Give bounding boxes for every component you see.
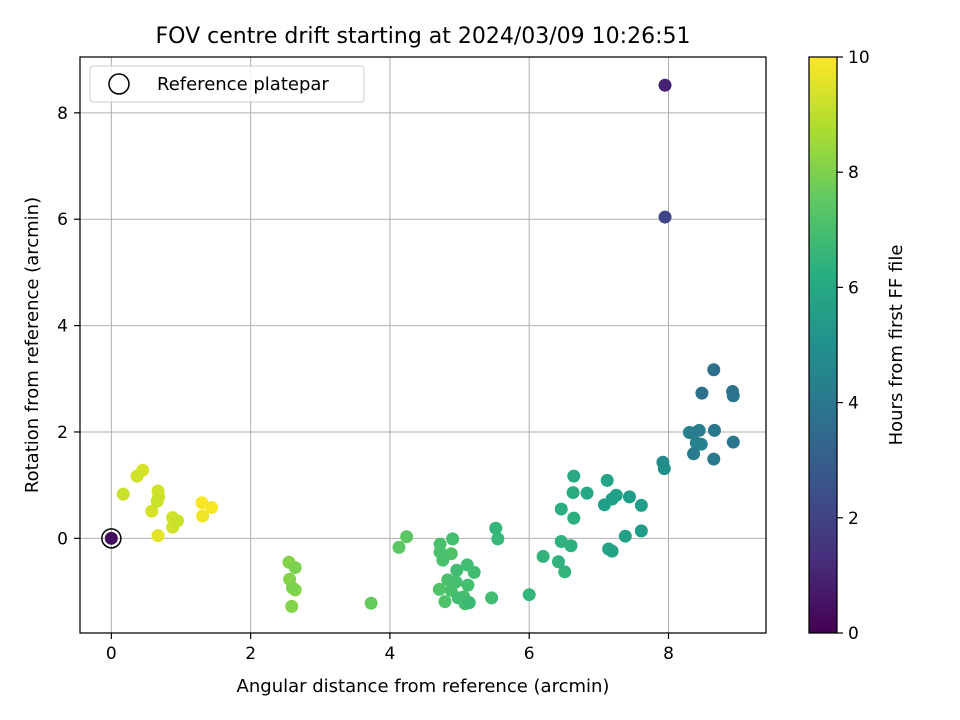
y-tick-label: 6 (57, 210, 68, 230)
chart-title: FOV centre drift starting at 2024/03/09 … (156, 24, 691, 49)
data-point (150, 494, 164, 508)
data-points (101, 78, 740, 613)
y-axis-ticks: 0 2 4 6 8 (57, 104, 80, 549)
data-point (145, 504, 159, 518)
data-point (522, 588, 536, 602)
legend-box (89, 65, 365, 103)
reference-platepar-marker (101, 528, 122, 549)
data-point (392, 540, 406, 554)
data-point (726, 435, 740, 449)
data-point (707, 363, 721, 377)
x-axis-label: Angular distance from reference (arcmin) (237, 676, 610, 697)
colorbar-ticks: 0 2 4 6 8 10 (837, 48, 870, 644)
data-point (551, 555, 565, 569)
colorbar-label: Hours from first FF file (886, 245, 907, 446)
data-point (634, 524, 648, 538)
data-point (196, 509, 210, 523)
data-point (446, 532, 460, 546)
colorbar-tick-label: 4 (848, 394, 859, 414)
y-tick-label: 8 (57, 104, 68, 124)
colorbar-tick-label: 8 (848, 163, 859, 183)
data-point (567, 511, 581, 525)
data-point (605, 544, 619, 558)
colorbar-gradient (808, 56, 838, 634)
x-tick-label: 8 (663, 644, 674, 664)
data-point (491, 532, 505, 546)
data-point (485, 591, 499, 605)
data-point (116, 487, 130, 501)
x-tick-label: 6 (524, 644, 535, 664)
data-point (130, 469, 144, 483)
data-point (600, 473, 614, 487)
x-tick-label: 2 (245, 644, 256, 664)
y-tick-label: 4 (57, 317, 68, 337)
data-point (432, 582, 446, 596)
data-point (450, 563, 464, 577)
colorbar-tick-label: 0 (848, 624, 859, 644)
data-point (436, 553, 450, 567)
data-point (695, 386, 709, 400)
data-point (726, 385, 740, 399)
x-tick-label: 0 (106, 644, 117, 664)
legend: Reference platepar (89, 65, 365, 103)
colorbar-tick-label: 10 (848, 48, 870, 68)
data-point (195, 496, 209, 510)
data-point (658, 78, 672, 92)
data-point (536, 549, 550, 563)
data-point (285, 599, 299, 613)
colorbar-tick-label: 2 (848, 509, 859, 529)
data-point (400, 530, 414, 544)
data-point (656, 455, 670, 469)
data-point (285, 581, 299, 595)
data-point (580, 486, 594, 500)
data-point (689, 436, 703, 450)
data-point (554, 535, 568, 549)
x-tick-label: 4 (385, 644, 396, 664)
data-point (438, 595, 452, 609)
data-point (467, 565, 481, 579)
data-point (461, 578, 475, 592)
x-axis-ticks: 0 2 4 6 8 (106, 633, 674, 664)
data-point (634, 498, 648, 512)
data-point (171, 514, 185, 528)
y-tick-label: 2 (57, 423, 68, 443)
data-point (618, 529, 632, 543)
plot-frame (79, 56, 767, 634)
legend-marker-open-circle-icon (108, 73, 130, 95)
data-point (364, 596, 378, 610)
data-point (489, 521, 503, 535)
data-point (451, 591, 465, 605)
data-point (205, 500, 219, 514)
data-point (462, 596, 476, 610)
colorbar: 0 2 4 6 8 10 Hours from first FF file (808, 48, 907, 644)
colorbar-tick-label: 6 (848, 278, 859, 298)
data-point (707, 423, 721, 437)
data-point (622, 490, 636, 504)
data-point (566, 486, 580, 500)
data-point (658, 210, 672, 224)
data-point (151, 529, 165, 543)
gridlines (80, 57, 766, 633)
data-point (449, 575, 463, 589)
data-point (554, 502, 568, 516)
data-point (564, 539, 578, 553)
y-tick-label: 0 (57, 529, 68, 549)
y-axis-label: Rotation from reference (arcmin) (22, 197, 43, 493)
data-point (597, 498, 611, 512)
data-point (687, 447, 701, 461)
data-point (288, 561, 302, 575)
data-point (558, 565, 572, 579)
data-point (104, 531, 118, 545)
data-point (567, 469, 581, 483)
data-point (692, 423, 706, 437)
legend-label: Reference platepar (157, 74, 329, 95)
data-point (707, 452, 721, 466)
